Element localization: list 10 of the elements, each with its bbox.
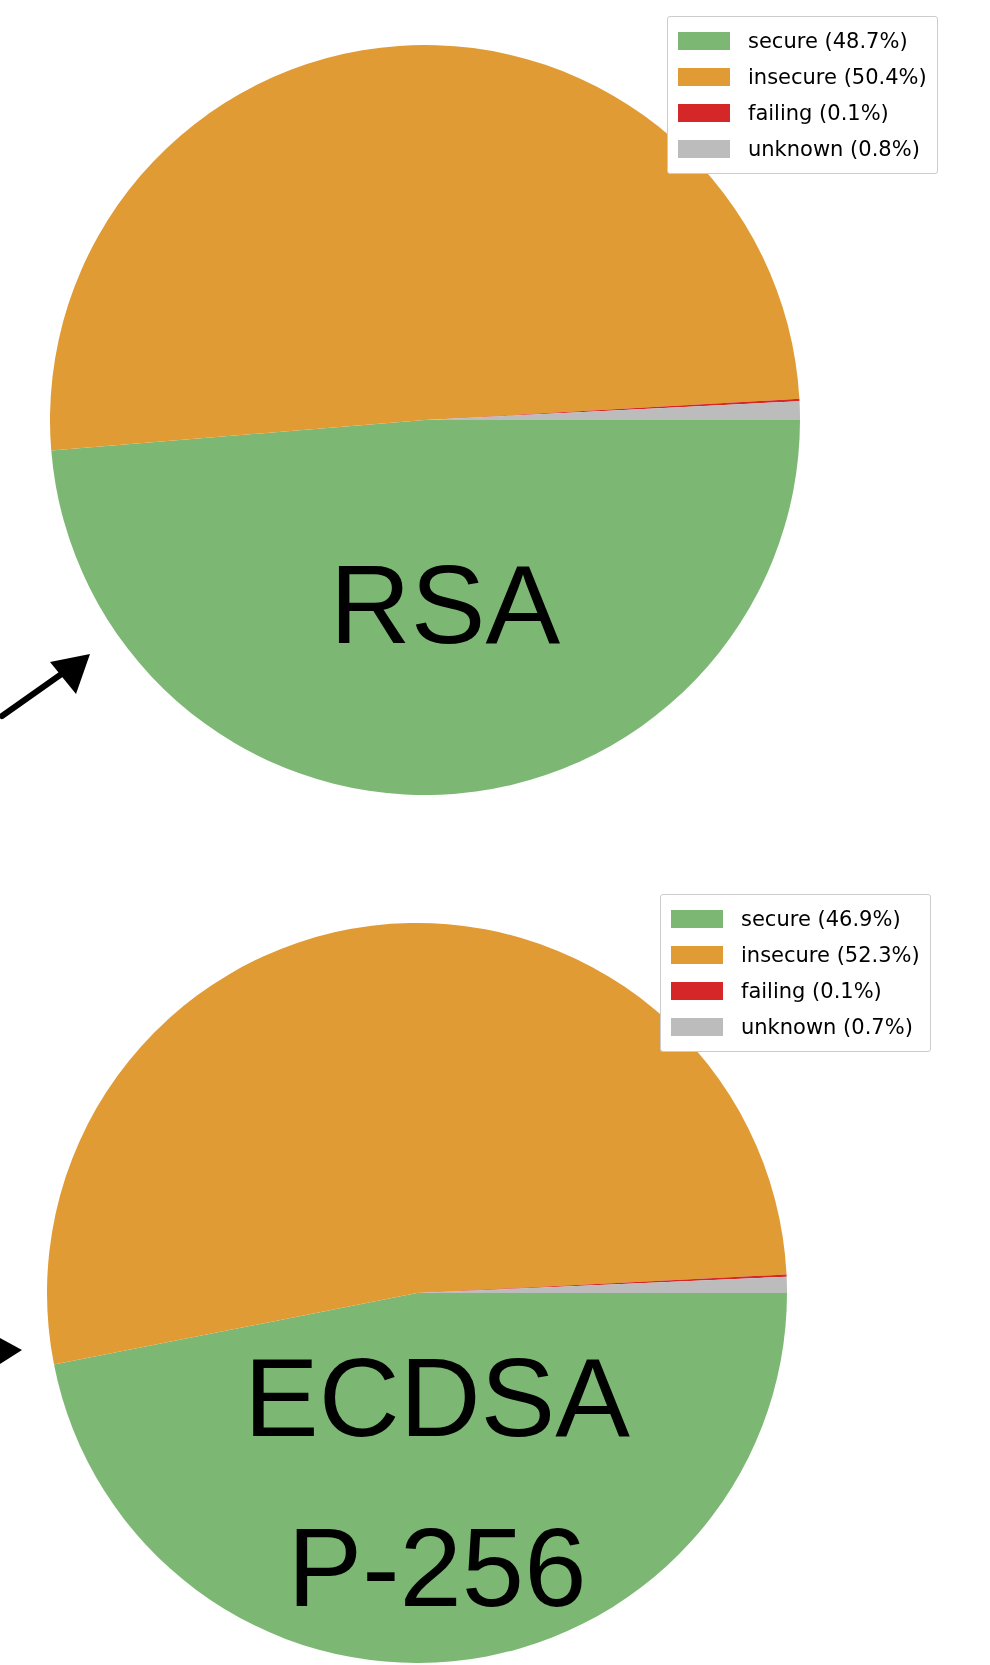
legend-label: unknown (0.8%) [748,137,920,161]
legend-label: unknown (0.7%) [741,1015,913,1039]
legend-label: failing (0.1%) [748,101,889,125]
legend-label: secure (46.9%) [741,907,901,931]
legend-label: secure (48.7%) [748,29,908,53]
legend-label: insecure (50.4%) [748,65,927,89]
legend-label: insecure (52.3%) [741,943,920,967]
text: ECDSA P-256 [243,1334,631,1632]
text: RSA [328,541,562,669]
legend-label: failing (0.1%) [741,979,882,1003]
